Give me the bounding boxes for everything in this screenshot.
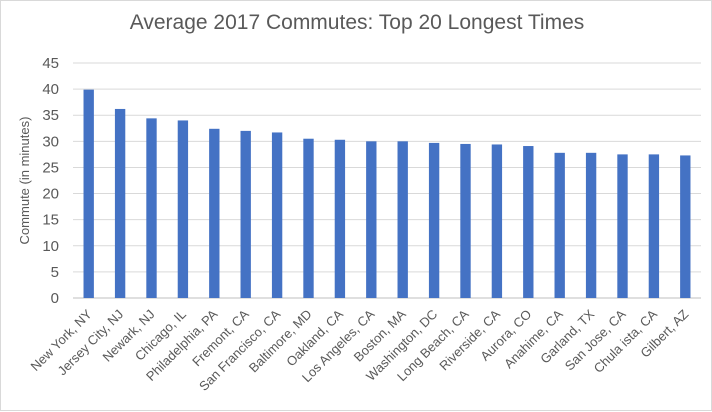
bar [397, 141, 408, 298]
bar [680, 155, 691, 298]
chart-title: Average 2017 Commutes: Top 20 Longest Ti… [129, 11, 585, 34]
bar [617, 154, 628, 298]
bars [83, 89, 691, 298]
y-tick-label: 10 [42, 238, 59, 255]
bar [303, 138, 314, 298]
bar [366, 141, 377, 298]
bar [240, 130, 251, 298]
bar [648, 154, 660, 298]
bar [491, 144, 503, 298]
bar [428, 142, 440, 298]
bar [177, 120, 189, 298]
bar [114, 108, 126, 298]
y-tick-label: 5 [51, 264, 59, 281]
y-tick-label: 30 [42, 133, 59, 150]
bar [460, 143, 471, 298]
bar [146, 118, 157, 298]
bar [83, 89, 94, 298]
gridlines [73, 62, 701, 299]
y-axis-title: Commute (in minutes) [17, 117, 32, 245]
y-tick-label: 25 [42, 159, 59, 176]
y-tick-label: 20 [42, 186, 59, 203]
bar [585, 152, 597, 298]
y-tick-label: 15 [42, 212, 59, 229]
y-tick-label: 40 [42, 81, 59, 98]
y-tick-label: 35 [42, 107, 59, 124]
bar [334, 139, 346, 298]
y-tick-label: 45 [42, 55, 59, 72]
bar [554, 152, 565, 298]
bar [271, 132, 283, 298]
y-axis-ticks: 0 5 10 15 20 25 30 35 40 45 [42, 55, 59, 307]
bar [523, 146, 534, 298]
bar [209, 128, 220, 298]
y-tick-label: 0 [51, 290, 59, 307]
